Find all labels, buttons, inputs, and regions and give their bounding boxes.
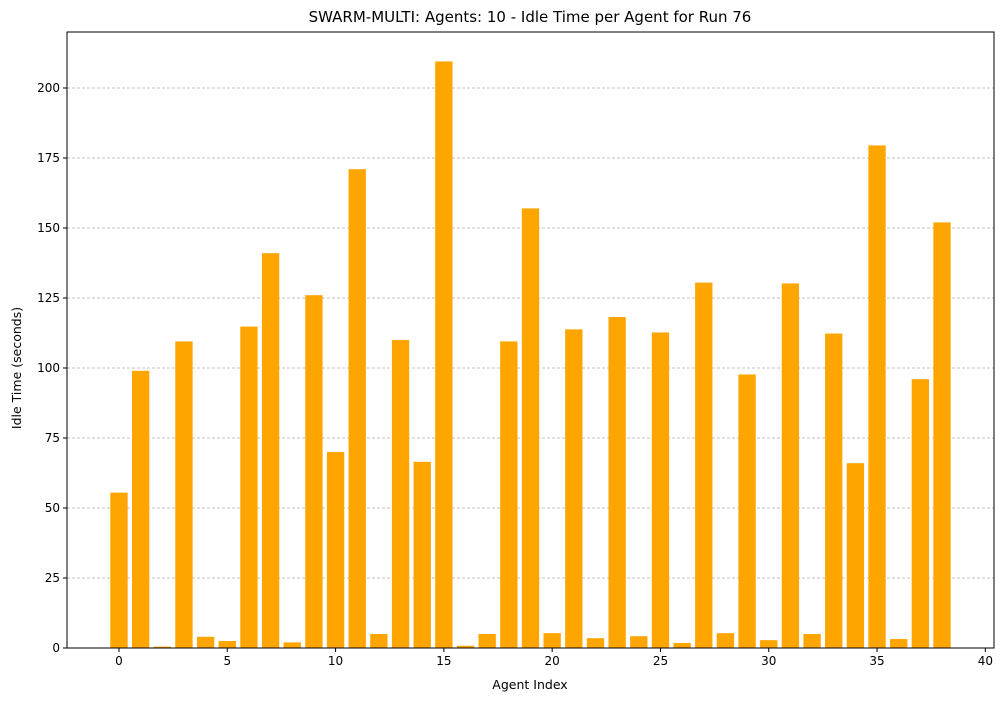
- bar: [608, 317, 626, 648]
- y-axis-ticks: 0 25 50 75 100 125 150 175 200: [37, 81, 67, 655]
- bar: [565, 329, 583, 648]
- bar: [890, 639, 908, 648]
- bar: [868, 145, 886, 648]
- bar: [760, 640, 778, 648]
- y-tick-label: 150: [37, 221, 60, 235]
- chart-title: SWARM-MULTI: Agents: 10 - Idle Time per …: [309, 8, 752, 26]
- bar: [716, 633, 735, 648]
- bar: [435, 61, 453, 648]
- x-tick-label: 10: [328, 654, 343, 668]
- y-tick-label: 25: [45, 571, 60, 585]
- bar: [196, 636, 215, 648]
- bar: [781, 283, 800, 648]
- bar: [738, 374, 756, 648]
- y-tick-label: 125: [37, 291, 60, 305]
- bar: [175, 341, 193, 648]
- bar: [630, 636, 648, 648]
- bar: [651, 332, 670, 648]
- bar: [478, 634, 496, 648]
- y-tick-label: 0: [52, 641, 60, 655]
- x-tick-label: 5: [223, 654, 231, 668]
- bars: [110, 61, 951, 648]
- bar: [370, 634, 388, 648]
- bar: [521, 208, 540, 648]
- y-tick-label: 50: [45, 501, 60, 515]
- y-tick-label: 175: [37, 151, 60, 165]
- bar: [413, 461, 431, 648]
- x-axis-ticks: 0 5 10 15 20 25 30 35 40: [115, 648, 993, 668]
- bar: [911, 379, 930, 648]
- bar: [500, 341, 518, 648]
- y-tick-label: 200: [37, 81, 60, 95]
- x-tick-label: 20: [545, 654, 560, 668]
- bar: [456, 645, 475, 648]
- bar: [586, 638, 605, 648]
- bar: [673, 642, 691, 648]
- bar: [261, 253, 280, 648]
- plot-frame: [66, 31, 995, 649]
- bar: [305, 295, 323, 648]
- x-tick-label: 25: [653, 654, 668, 668]
- y-axis-label: Idle Time (seconds): [9, 307, 24, 429]
- bar: [218, 641, 236, 648]
- bar: [695, 282, 713, 648]
- y-tick-label: 75: [45, 431, 60, 445]
- bar: [131, 370, 150, 648]
- x-tick-label: 30: [761, 654, 776, 668]
- y-tick-label: 100: [37, 361, 60, 375]
- bar: [543, 633, 561, 648]
- bar: [391, 340, 410, 648]
- bar: [803, 634, 821, 648]
- bar: [846, 463, 865, 648]
- bar: [348, 169, 366, 648]
- bar: [110, 492, 128, 648]
- x-tick-label: 35: [869, 654, 884, 668]
- bar: [240, 326, 258, 648]
- x-tick-label: 40: [978, 654, 993, 668]
- x-tick-label: 0: [115, 654, 123, 668]
- bar: [283, 642, 301, 648]
- bar: [153, 646, 171, 648]
- bar: [326, 452, 345, 648]
- x-tick-label: 15: [436, 654, 451, 668]
- bar: [825, 333, 843, 648]
- bar: [933, 222, 951, 648]
- x-axis-label: Agent Index: [492, 677, 567, 692]
